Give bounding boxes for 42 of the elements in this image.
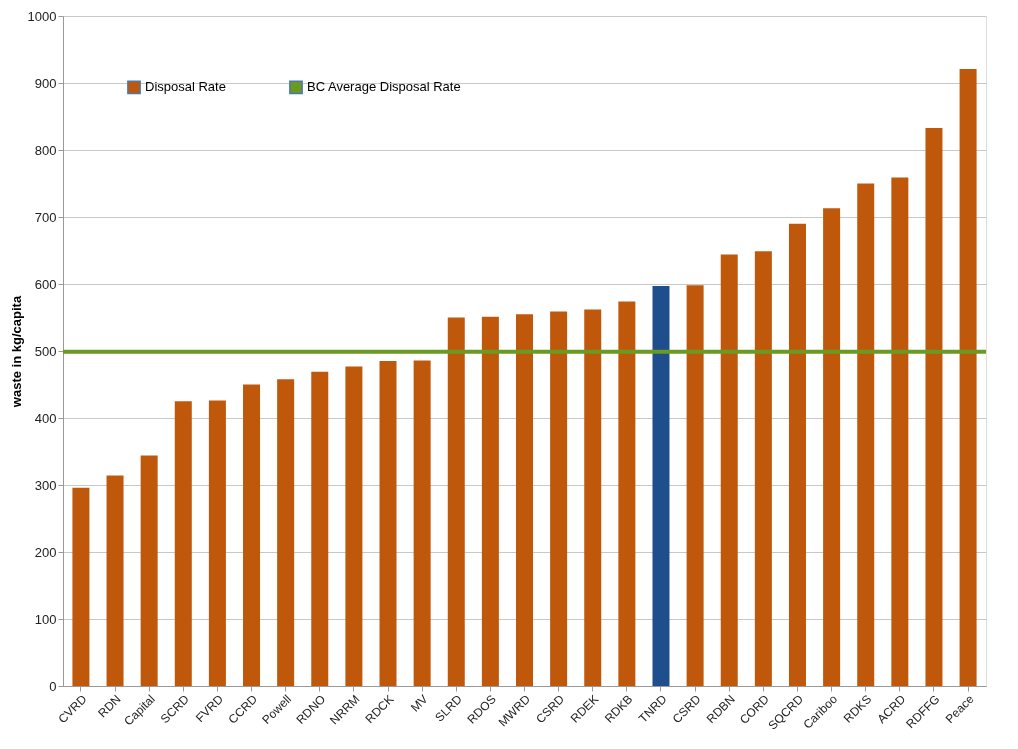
bar <box>584 309 602 686</box>
bar <box>106 475 124 686</box>
legend-label: BC Average Disposal Rate <box>307 79 461 95</box>
bar <box>447 317 465 686</box>
y-tick-label: 900 <box>34 75 57 91</box>
bar <box>550 311 568 686</box>
bar <box>379 361 397 686</box>
bar <box>891 177 909 686</box>
y-tick-label: 800 <box>34 142 57 158</box>
y-axis-title: waste in kg/capita <box>8 295 24 409</box>
bar <box>618 301 636 686</box>
y-tick-label: 0 <box>49 678 57 694</box>
y-tick-label: 1000 <box>27 8 57 24</box>
bar <box>823 208 841 686</box>
x-tick-label: MV <box>407 692 431 715</box>
y-tick-label: 700 <box>34 209 57 225</box>
bar <box>788 223 806 686</box>
bar <box>925 127 943 686</box>
bar <box>754 251 772 686</box>
bar <box>481 316 499 686</box>
bar <box>516 314 533 686</box>
bar <box>311 371 329 686</box>
bar <box>959 68 977 686</box>
bar <box>413 360 431 686</box>
bar <box>208 400 226 686</box>
bar <box>345 366 363 686</box>
y-tick-label: 200 <box>34 544 57 560</box>
bar <box>243 384 261 686</box>
legend-label: Disposal Rate <box>145 79 226 95</box>
y-tick-label: 500 <box>34 343 57 359</box>
y-tick-label: 100 <box>34 611 57 627</box>
bar <box>720 254 738 686</box>
bar <box>72 487 90 686</box>
y-tick-label: 400 <box>34 410 57 426</box>
bar <box>140 455 158 686</box>
bar <box>174 401 192 686</box>
bar <box>686 285 704 686</box>
bar <box>652 286 670 686</box>
bar <box>277 379 295 686</box>
bar <box>857 183 875 686</box>
y-tick-label: 300 <box>34 477 57 493</box>
y-tick-label: 600 <box>34 276 57 292</box>
